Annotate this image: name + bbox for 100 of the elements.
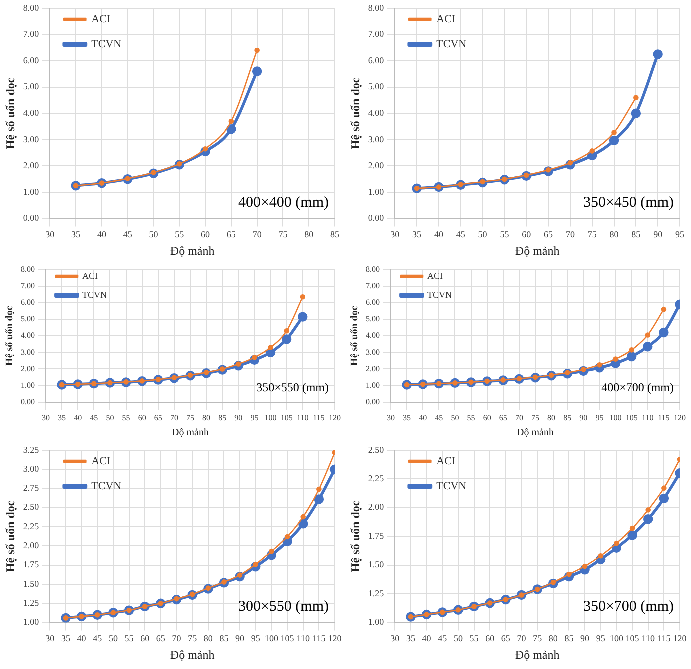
legend-label: TCVN	[428, 290, 452, 300]
x-tick-label: 40	[74, 413, 82, 422]
x-tick-label: 95	[676, 230, 685, 240]
x-tick-label: 40	[419, 413, 428, 422]
x-axis-title: Độ mảnh	[172, 428, 209, 439]
y-tick-label: 1.00	[368, 186, 385, 197]
x-tick-label: 30	[46, 230, 56, 240]
x-tick-label: 55	[500, 230, 510, 240]
annotation: 350×550 (mm)	[256, 380, 329, 395]
x-tick-label: 80	[304, 230, 314, 240]
y-axis-title: Hệ số uốn dọc	[4, 306, 16, 366]
x-tick-label: 50	[149, 230, 159, 240]
x-tick-label: 110	[642, 634, 656, 644]
y-tick-label: 2.00	[21, 364, 35, 374]
y-tick-label: 3.25	[23, 444, 40, 455]
x-tick-label: 115	[313, 413, 325, 422]
y-tick-label: 0.00	[368, 213, 385, 224]
x-axis-title: Độ mảnh	[515, 648, 560, 662]
x-tick-label: 45	[90, 413, 98, 422]
y-tick-label: 8.00	[368, 2, 385, 13]
x-tick-label: 115	[658, 413, 670, 422]
annotation: 300×550 (mm)	[238, 599, 329, 616]
y-tick-label: 1.00	[23, 186, 40, 197]
x-tick-label: 50	[451, 413, 460, 422]
x-tick-label: 45	[93, 634, 103, 644]
legend-label: ACI	[436, 455, 456, 468]
x-tick-label: 105	[626, 634, 640, 644]
x-tick-label: 30	[390, 634, 400, 644]
y-tick-label: 1.25	[23, 598, 40, 608]
y-tick-label: 2.50	[368, 444, 385, 455]
y-tick-label: 1.00	[23, 617, 40, 628]
x-tick-label: 115	[312, 634, 326, 644]
x-tick-label: 70	[172, 634, 182, 644]
x-tick-label: 80	[610, 230, 620, 240]
annotation: 350×700 (mm)	[583, 599, 674, 616]
y-tick-label: 2.75	[23, 483, 40, 494]
x-tick-label: 70	[170, 413, 178, 422]
legend-label: ACI	[82, 270, 98, 281]
x-tick-label: 45	[123, 230, 133, 240]
x-tick-label: 70	[566, 230, 576, 240]
legend-label: ACI	[428, 270, 443, 281]
x-tick-label: 75	[532, 413, 540, 422]
y-axis-title: Hệ số uốn dọc	[348, 77, 362, 150]
x-tick-label: 35	[412, 230, 422, 240]
x-tick-label: 30	[387, 413, 395, 422]
x-tick-label: 100	[264, 413, 277, 422]
y-tick-label: 7.00	[366, 281, 380, 290]
y-axis-title: Hệ số uốn dọc	[3, 77, 18, 150]
x-tick-label: 50	[108, 634, 118, 644]
x-tick-label: 80	[204, 634, 214, 644]
x-tick-label: 30	[42, 413, 50, 422]
x-axis-title: Độ mảnh	[170, 648, 215, 662]
x-tick-label: 55	[175, 230, 185, 240]
y-tick-label: 6.00	[23, 55, 40, 66]
y-tick-label: 6.00	[21, 298, 35, 308]
x-tick-label: 90	[236, 634, 246, 644]
x-tick-label: 75	[188, 634, 198, 644]
y-tick-label: 2.00	[368, 160, 385, 171]
y-tick-label: 5.00	[23, 82, 40, 92]
x-tick-label: 60	[483, 413, 492, 422]
y-tick-label: 7.00	[23, 29, 40, 40]
x-tick-label: 100	[610, 634, 624, 644]
x-tick-label: 80	[548, 413, 556, 422]
x-tick-label: 80	[202, 413, 211, 422]
x-tick-label: 60	[522, 230, 532, 240]
x-axis-title: Độ mảnh	[170, 244, 215, 258]
y-tick-label: 1.50	[23, 578, 40, 589]
y-tick-label: 1.00	[366, 380, 380, 390]
x-tick-label: 85	[632, 230, 642, 240]
x-tick-label: 90	[654, 230, 664, 240]
y-axis-title: Hệ số uốn dọc	[348, 500, 362, 572]
legend-label: TCVN	[92, 38, 122, 50]
x-tick-label: 75	[533, 634, 543, 644]
x-tick-label: 65	[499, 413, 508, 422]
x-tick-label: 120	[674, 413, 686, 422]
x-tick-label: 75	[186, 413, 194, 422]
legend-label: TCVN	[82, 290, 108, 300]
x-tick-label: 35	[406, 634, 416, 644]
x-tick-label: 45	[435, 413, 444, 422]
x-tick-label: 65	[501, 634, 511, 644]
y-tick-label: 0.00	[21, 397, 35, 406]
legend-label: TCVN	[436, 38, 467, 50]
y-tick-label: 2.00	[366, 364, 380, 374]
x-tick-label: 50	[106, 413, 114, 422]
y-tick-label: 0.00	[23, 213, 40, 224]
x-tick-label: 120	[329, 413, 341, 422]
y-tick-label: 4.00	[23, 108, 40, 118]
legend-label: ACI	[436, 13, 456, 26]
x-tick-label: 105	[280, 413, 293, 422]
x-tick-label: 55	[467, 413, 476, 422]
legend-label: ACI	[92, 455, 111, 468]
x-tick-label: 35	[403, 413, 412, 422]
y-tick-label: 5.00	[366, 314, 380, 324]
x-tick-label: 120	[673, 634, 688, 644]
x-tick-label: 85	[218, 413, 227, 422]
y-tick-label: 1.25	[368, 588, 385, 598]
y-tick-label: 4.00	[21, 331, 35, 340]
y-tick-label: 7.00	[21, 281, 35, 290]
y-tick-label: 4.00	[368, 108, 385, 118]
x-tick-label: 65	[544, 230, 554, 240]
